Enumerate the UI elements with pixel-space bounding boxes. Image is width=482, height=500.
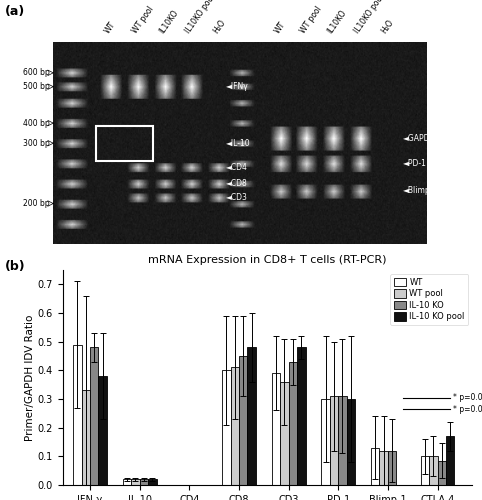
Text: ◄GAPDH: ◄GAPDH — [402, 134, 436, 142]
Text: * p=0.0481: * p=0.0481 — [453, 404, 482, 413]
Text: WT: WT — [273, 20, 287, 35]
Bar — [330, 396, 338, 485]
Text: WT pool: WT pool — [131, 4, 156, 35]
Bar — [379, 450, 388, 485]
Text: ◄CD3: ◄CD3 — [226, 192, 248, 202]
Bar — [289, 362, 297, 485]
Bar — [123, 480, 131, 485]
Text: IL10KO pool: IL10KO pool — [353, 0, 386, 35]
Bar — [230, 368, 239, 485]
Bar — [222, 370, 230, 485]
Bar — [90, 348, 98, 485]
Bar — [239, 356, 247, 485]
Text: (a): (a) — [5, 5, 25, 18]
Title: mRNA Expression in CD8+ T cells (RT-PCR): mRNA Expression in CD8+ T cells (RT-PCR) — [148, 255, 387, 265]
Bar — [371, 448, 379, 485]
Text: 600 bp: 600 bp — [23, 68, 50, 78]
Bar — [140, 480, 148, 485]
Text: ◄IL-10: ◄IL-10 — [226, 138, 250, 147]
Text: * p=0.0202: * p=0.0202 — [453, 393, 482, 402]
Bar — [131, 480, 140, 485]
Y-axis label: Primer/GAPDH IDV Ratio: Primer/GAPDH IDV Ratio — [25, 314, 35, 440]
Text: H₂O: H₂O — [380, 18, 396, 35]
Text: ◄IFNγ: ◄IFNγ — [226, 82, 249, 91]
Text: (b): (b) — [5, 260, 26, 273]
Bar — [247, 348, 256, 485]
Bar — [429, 456, 438, 485]
Text: WT pool: WT pool — [298, 4, 323, 35]
Text: 300 bp: 300 bp — [23, 138, 50, 147]
Text: IL10KO pool: IL10KO pool — [184, 0, 217, 35]
Bar — [388, 450, 396, 485]
Bar — [272, 373, 280, 485]
Bar — [95, 126, 153, 161]
Text: 500 bp: 500 bp — [23, 82, 50, 91]
Bar — [297, 348, 306, 485]
Bar — [148, 480, 157, 485]
Text: IL10KO: IL10KO — [158, 8, 180, 35]
Text: 200 bp: 200 bp — [23, 199, 50, 208]
Bar — [446, 436, 455, 485]
Text: 400 bp: 400 bp — [23, 118, 50, 128]
Bar — [338, 396, 347, 485]
Bar — [421, 456, 429, 485]
Text: H₂O: H₂O — [211, 18, 227, 35]
Text: ◄PD-1: ◄PD-1 — [402, 159, 427, 168]
Bar — [73, 344, 81, 485]
Bar — [347, 399, 355, 485]
Bar — [98, 376, 107, 485]
Legend: WT, WT pool, IL-10 KO, IL-10 KO pool: WT, WT pool, IL-10 KO, IL-10 KO pool — [390, 274, 468, 324]
Text: ◄CD8: ◄CD8 — [226, 179, 248, 188]
Bar — [321, 399, 330, 485]
Bar — [438, 460, 446, 485]
Text: ◄Blimp-1: ◄Blimp-1 — [402, 186, 438, 196]
Text: ◄CD4: ◄CD4 — [226, 162, 248, 172]
Bar — [280, 382, 289, 485]
Bar — [81, 390, 90, 485]
Text: IL10KO: IL10KO — [326, 8, 348, 35]
Text: WT: WT — [104, 20, 118, 35]
